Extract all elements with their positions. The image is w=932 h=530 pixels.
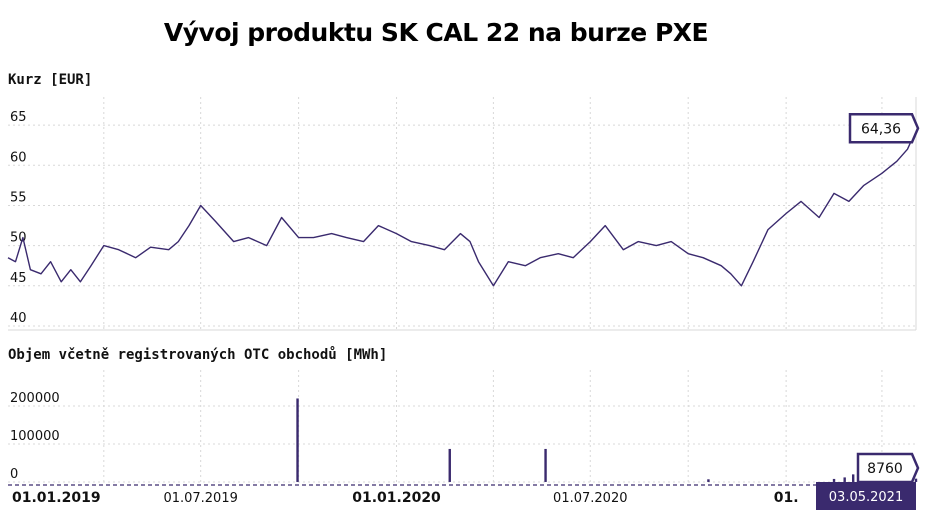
volume-axis-label: Objem včetně registrovaných OTC obchodů … bbox=[8, 347, 388, 363]
x-tick-label: 01.01.2020 bbox=[352, 490, 441, 506]
volume-bar bbox=[914, 478, 918, 482]
x-tick-label: 01.07.2019 bbox=[163, 491, 237, 506]
price-panel: 40 45 50 55 60 65 64,36 bbox=[7, 97, 920, 331]
volume-bar bbox=[843, 477, 846, 482]
price-tick-label: 55 bbox=[10, 190, 27, 205]
x-tick-label: 01. bbox=[774, 490, 799, 506]
volume-tick-label: 0 bbox=[10, 467, 18, 482]
price-callout-value: 64,36 bbox=[861, 121, 901, 137]
volume-tick-label: 200000 bbox=[10, 391, 60, 406]
price-tick-label: 65 bbox=[10, 110, 27, 125]
volume-callout-value: 8760 bbox=[867, 461, 903, 477]
price-tick-label: 45 bbox=[10, 271, 27, 286]
volume-bar bbox=[832, 478, 836, 482]
volume-tick-label: 100000 bbox=[10, 429, 60, 444]
volume-bar bbox=[544, 448, 547, 482]
volume-bar bbox=[707, 479, 710, 482]
price-axis-label: Kurz [EUR] bbox=[8, 72, 93, 88]
price-tick-label: 50 bbox=[10, 231, 27, 246]
volume-callout-box bbox=[856, 452, 920, 484]
price-tick-label: 60 bbox=[10, 150, 27, 165]
volume-bar bbox=[851, 474, 855, 482]
price-callout-box bbox=[848, 113, 920, 144]
x-tick-label: 01.01.2019 bbox=[12, 490, 101, 506]
volume-bar bbox=[296, 398, 299, 482]
price-tick-label: 40 bbox=[10, 311, 27, 326]
volume-panel: 0 100000 200000 8760 bbox=[8, 370, 920, 486]
volume-bar bbox=[448, 448, 451, 482]
current-date-label: 03.05.2021 bbox=[829, 490, 903, 505]
chart-title: Vývoj produktu SK CAL 22 na burze PXE bbox=[163, 18, 709, 47]
x-axis: 01.01.2019 01.07.2019 01.01.2020 01.07.2020… bbox=[12, 482, 916, 510]
current-date-box bbox=[816, 482, 916, 510]
price-series-line bbox=[7, 130, 917, 287]
x-tick-label: 01.07.2020 bbox=[553, 491, 627, 506]
